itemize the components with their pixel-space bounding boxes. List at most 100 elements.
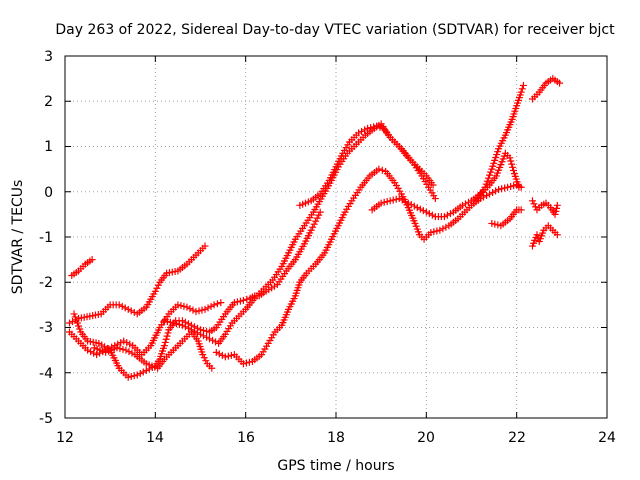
data-point — [70, 310, 78, 318]
data-point — [169, 319, 177, 327]
data-point — [487, 168, 495, 176]
x-tick-label: 20 — [417, 430, 435, 446]
data-point — [483, 177, 491, 185]
series-arc-13 — [528, 197, 561, 218]
data-point — [118, 302, 126, 310]
data-point — [422, 208, 430, 216]
data-point — [509, 163, 517, 171]
data-point — [407, 201, 415, 209]
data-point — [531, 203, 539, 211]
data-point — [401, 198, 409, 206]
data-point — [124, 373, 132, 381]
series-arc-6 — [160, 120, 439, 347]
data-point — [367, 124, 375, 132]
data-point — [161, 338, 169, 346]
data-point — [481, 183, 489, 191]
series-arc-8 — [296, 122, 437, 209]
data-point — [392, 195, 400, 203]
data-point — [315, 211, 323, 219]
data-point — [519, 81, 527, 89]
data-point — [439, 225, 447, 233]
data-point — [395, 195, 403, 203]
data-point — [198, 306, 206, 314]
data-point — [553, 201, 561, 209]
series-arc-2 — [66, 242, 209, 327]
series-arc-3 — [66, 299, 225, 359]
y-tick-label: 0 — [44, 185, 53, 201]
data-point — [183, 303, 191, 311]
data-point — [486, 171, 494, 179]
y-tick-labels: 3 2 1 0 -1 -2 -3 -4 -5 — [39, 49, 53, 427]
data-point — [510, 166, 518, 174]
data-point — [164, 329, 172, 337]
data-point — [178, 321, 186, 329]
data-point — [243, 295, 251, 303]
x-tick-label: 22 — [508, 430, 526, 446]
data-point — [73, 319, 81, 327]
data-point — [239, 360, 247, 368]
data-point — [119, 345, 127, 353]
data-point — [483, 192, 491, 200]
data-point — [207, 302, 215, 310]
data-point — [203, 333, 211, 341]
data-point — [202, 357, 210, 365]
data-point — [458, 201, 466, 209]
data-point — [212, 338, 220, 346]
series-arc-4 — [70, 208, 324, 381]
data-point — [201, 305, 209, 313]
data-point — [482, 180, 490, 188]
data-point — [71, 313, 79, 321]
data-point — [163, 332, 171, 340]
data-point — [227, 351, 235, 359]
data-point — [154, 281, 162, 289]
data-point — [517, 206, 525, 214]
data-points — [66, 75, 564, 381]
data-point — [377, 199, 385, 207]
data-point — [212, 348, 220, 356]
series-arc-11 — [472, 81, 527, 205]
data-point — [245, 358, 253, 366]
x-tick-label: 12 — [56, 430, 74, 446]
x-tick-label: 16 — [237, 430, 255, 446]
data-point — [370, 123, 378, 131]
data-point — [492, 187, 500, 195]
data-point — [361, 126, 369, 134]
data-point — [121, 304, 129, 312]
data-point — [501, 184, 509, 192]
data-point — [190, 327, 198, 335]
data-point — [69, 317, 77, 325]
data-point — [160, 317, 168, 325]
data-point — [218, 351, 226, 359]
data-point — [508, 160, 516, 168]
data-point — [498, 185, 506, 193]
data-point — [181, 323, 189, 331]
data-point — [200, 354, 208, 362]
data-point — [446, 210, 454, 218]
y-tick-label: -2 — [39, 275, 53, 291]
data-point — [307, 226, 315, 234]
data-point — [87, 348, 95, 356]
data-point — [528, 197, 536, 205]
axis-ticks — [64, 55, 608, 419]
data-point — [442, 223, 450, 231]
y-tick-label: -5 — [39, 411, 53, 427]
data-point — [88, 256, 96, 264]
data-point — [187, 326, 195, 334]
data-point — [375, 165, 383, 173]
x-tick-label: 14 — [146, 430, 164, 446]
data-point — [310, 220, 318, 228]
data-point — [413, 204, 421, 212]
y-tick-label: 1 — [44, 139, 53, 155]
data-point — [125, 348, 133, 356]
data-point — [427, 228, 435, 236]
series-arc-14 — [528, 222, 561, 250]
data-point — [242, 359, 250, 367]
data-point — [398, 196, 406, 204]
data-point — [358, 127, 366, 135]
data-point — [193, 329, 201, 337]
data-point — [378, 166, 386, 174]
y-axis-label: SDTVAR / TECUs — [10, 180, 26, 295]
data-point — [127, 307, 135, 315]
data-point — [480, 193, 488, 201]
data-point — [515, 183, 523, 191]
